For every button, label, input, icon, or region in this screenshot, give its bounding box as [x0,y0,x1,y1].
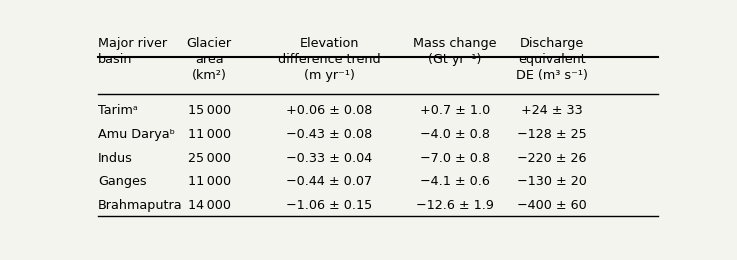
Text: +0.06 ± 0.08: +0.06 ± 0.08 [286,104,372,117]
Text: −0.44 ± 0.07: −0.44 ± 0.07 [286,175,372,188]
Text: 15 000: 15 000 [188,104,231,117]
Text: −7.0 ± 0.8: −7.0 ± 0.8 [420,152,490,165]
Text: Discharge
equivalent
DE (m³ s⁻¹): Discharge equivalent DE (m³ s⁻¹) [516,37,588,82]
Text: Major river
basin: Major river basin [98,37,167,66]
Text: 11 000: 11 000 [188,128,231,141]
Text: −0.33 ± 0.04: −0.33 ± 0.04 [286,152,372,165]
Text: Mass change
(Gt yr⁻¹): Mass change (Gt yr⁻¹) [413,37,497,66]
Text: 11 000: 11 000 [188,175,231,188]
Text: Ganges: Ganges [98,175,147,188]
Text: −220 ± 26: −220 ± 26 [517,152,587,165]
Text: −128 ± 25: −128 ± 25 [517,128,587,141]
Text: Elevation
difference trend
(m yr⁻¹): Elevation difference trend (m yr⁻¹) [278,37,380,82]
Text: Indus: Indus [98,152,133,165]
Text: Brahmaputra: Brahmaputra [98,199,183,212]
Text: Glacier
area
(km²): Glacier area (km²) [186,37,231,82]
Text: −400 ± 60: −400 ± 60 [517,199,587,212]
Text: Amu Daryaᵇ: Amu Daryaᵇ [98,128,175,141]
Text: −1.06 ± 0.15: −1.06 ± 0.15 [286,199,372,212]
Text: +24 ± 33: +24 ± 33 [521,104,583,117]
Text: −130 ± 20: −130 ± 20 [517,175,587,188]
Text: −0.43 ± 0.08: −0.43 ± 0.08 [286,128,372,141]
Text: 25 000: 25 000 [188,152,231,165]
Text: 14 000: 14 000 [188,199,231,212]
Text: −4.1 ± 0.6: −4.1 ± 0.6 [420,175,490,188]
Text: +0.7 ± 1.0: +0.7 ± 1.0 [419,104,490,117]
Text: −4.0 ± 0.8: −4.0 ± 0.8 [420,128,490,141]
Text: Tarimᵃ: Tarimᵃ [98,104,138,117]
Text: −12.6 ± 1.9: −12.6 ± 1.9 [416,199,494,212]
